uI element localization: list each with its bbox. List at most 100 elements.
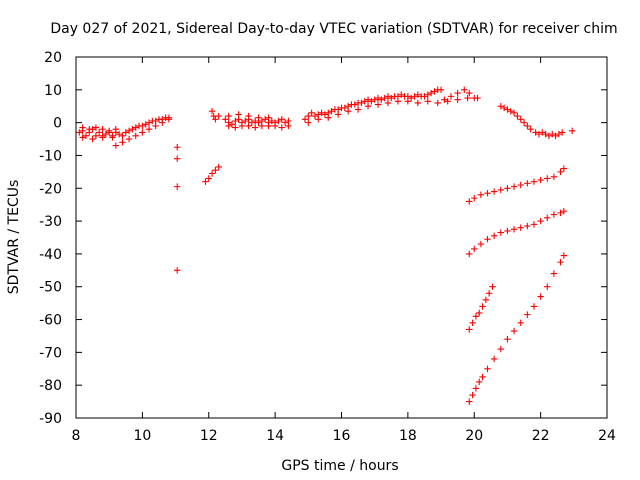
data-point <box>281 119 289 126</box>
data-point <box>490 355 498 363</box>
data-point <box>102 130 110 138</box>
data-point <box>471 94 478 102</box>
data-point <box>552 132 559 139</box>
series-1 <box>174 144 181 274</box>
data-point <box>258 122 266 130</box>
data-point <box>341 104 349 112</box>
data-point <box>79 134 86 141</box>
data-point <box>132 132 139 139</box>
data-point <box>479 373 486 381</box>
data-point <box>524 311 531 318</box>
x-tick-label: 16 <box>333 428 351 444</box>
data-point <box>315 116 322 123</box>
data-point <box>328 107 335 115</box>
data-point <box>371 96 378 103</box>
series-10 <box>466 252 568 405</box>
data-point <box>535 130 543 138</box>
x-tick-label: 24 <box>598 428 616 444</box>
data-point <box>434 99 441 107</box>
data-point <box>82 132 90 139</box>
data-point <box>215 163 222 171</box>
data-point <box>305 112 312 120</box>
y-tick-label: -90 <box>39 411 62 427</box>
data-point <box>490 188 498 195</box>
data-point <box>205 175 212 182</box>
data-point <box>384 93 392 100</box>
data-point <box>510 109 518 116</box>
data-point <box>235 111 242 118</box>
data-point <box>471 194 478 202</box>
y-tick-label: 10 <box>44 83 62 99</box>
data-point <box>222 116 229 123</box>
data-point <box>139 129 146 136</box>
data-point <box>89 135 96 143</box>
series-6 <box>532 127 576 139</box>
x-tick-label: 18 <box>399 428 417 444</box>
data-point <box>278 116 285 123</box>
data-point <box>225 112 232 120</box>
data-point <box>119 139 126 146</box>
axis-ticks <box>75 56 608 419</box>
data-point <box>245 122 252 130</box>
data-point <box>454 96 461 103</box>
series-8 <box>466 208 568 258</box>
series-2 <box>202 163 222 185</box>
data-point <box>555 130 563 138</box>
data-point <box>560 252 568 259</box>
data-point <box>520 119 528 126</box>
y-tick-label: -80 <box>39 378 62 394</box>
data-point <box>268 117 276 125</box>
data-point <box>145 126 153 133</box>
data-point <box>174 155 181 162</box>
data-point <box>364 103 372 110</box>
data-point <box>469 391 476 399</box>
y-tick-label: -40 <box>39 247 62 263</box>
data-point <box>119 132 126 139</box>
data-point <box>344 107 352 115</box>
data-point <box>466 326 473 333</box>
data-point <box>407 94 415 102</box>
data-point <box>318 109 325 116</box>
data-point <box>142 121 149 128</box>
data-point <box>550 211 558 218</box>
series-5 <box>497 103 534 133</box>
data-point <box>99 134 106 141</box>
data-point <box>301 116 309 123</box>
data-point <box>560 165 568 172</box>
data-point <box>476 378 483 386</box>
x-tick-label: 8 <box>72 428 81 444</box>
data-point <box>514 112 521 120</box>
data-point <box>530 221 538 228</box>
y-tick-label: -50 <box>39 280 62 296</box>
data-point <box>568 127 576 135</box>
data-point <box>517 181 524 189</box>
data-point <box>265 122 272 130</box>
data-point <box>557 258 564 266</box>
y-tick-label: -30 <box>39 214 62 230</box>
data-point <box>129 126 136 133</box>
data-point <box>384 99 392 107</box>
data-point <box>232 124 239 131</box>
data-point <box>232 117 239 125</box>
data-point <box>517 116 524 123</box>
data-point <box>550 270 558 277</box>
data-point <box>504 185 511 192</box>
data-point <box>242 117 249 125</box>
data-point <box>325 114 332 121</box>
data-point <box>489 283 496 290</box>
data-point <box>208 170 216 177</box>
data-point <box>454 89 461 97</box>
series-4 <box>301 86 481 126</box>
tick-labels: 8 10 12 14 16 18 20 22 24 20 10 0 -10 -20 -30 -40 -50 -60… <box>39 50 616 444</box>
data-point <box>334 111 342 118</box>
data-point <box>122 129 129 136</box>
chart-title: Day 027 of 2021, Sidereal Day-to-day VTE… <box>50 21 617 37</box>
data-point <box>92 132 100 139</box>
data-point <box>507 107 514 115</box>
data-point <box>212 116 219 123</box>
series-9 <box>466 283 496 333</box>
data-point <box>560 208 568 215</box>
data-point <box>321 111 329 118</box>
y-tick-label: -60 <box>39 313 62 329</box>
